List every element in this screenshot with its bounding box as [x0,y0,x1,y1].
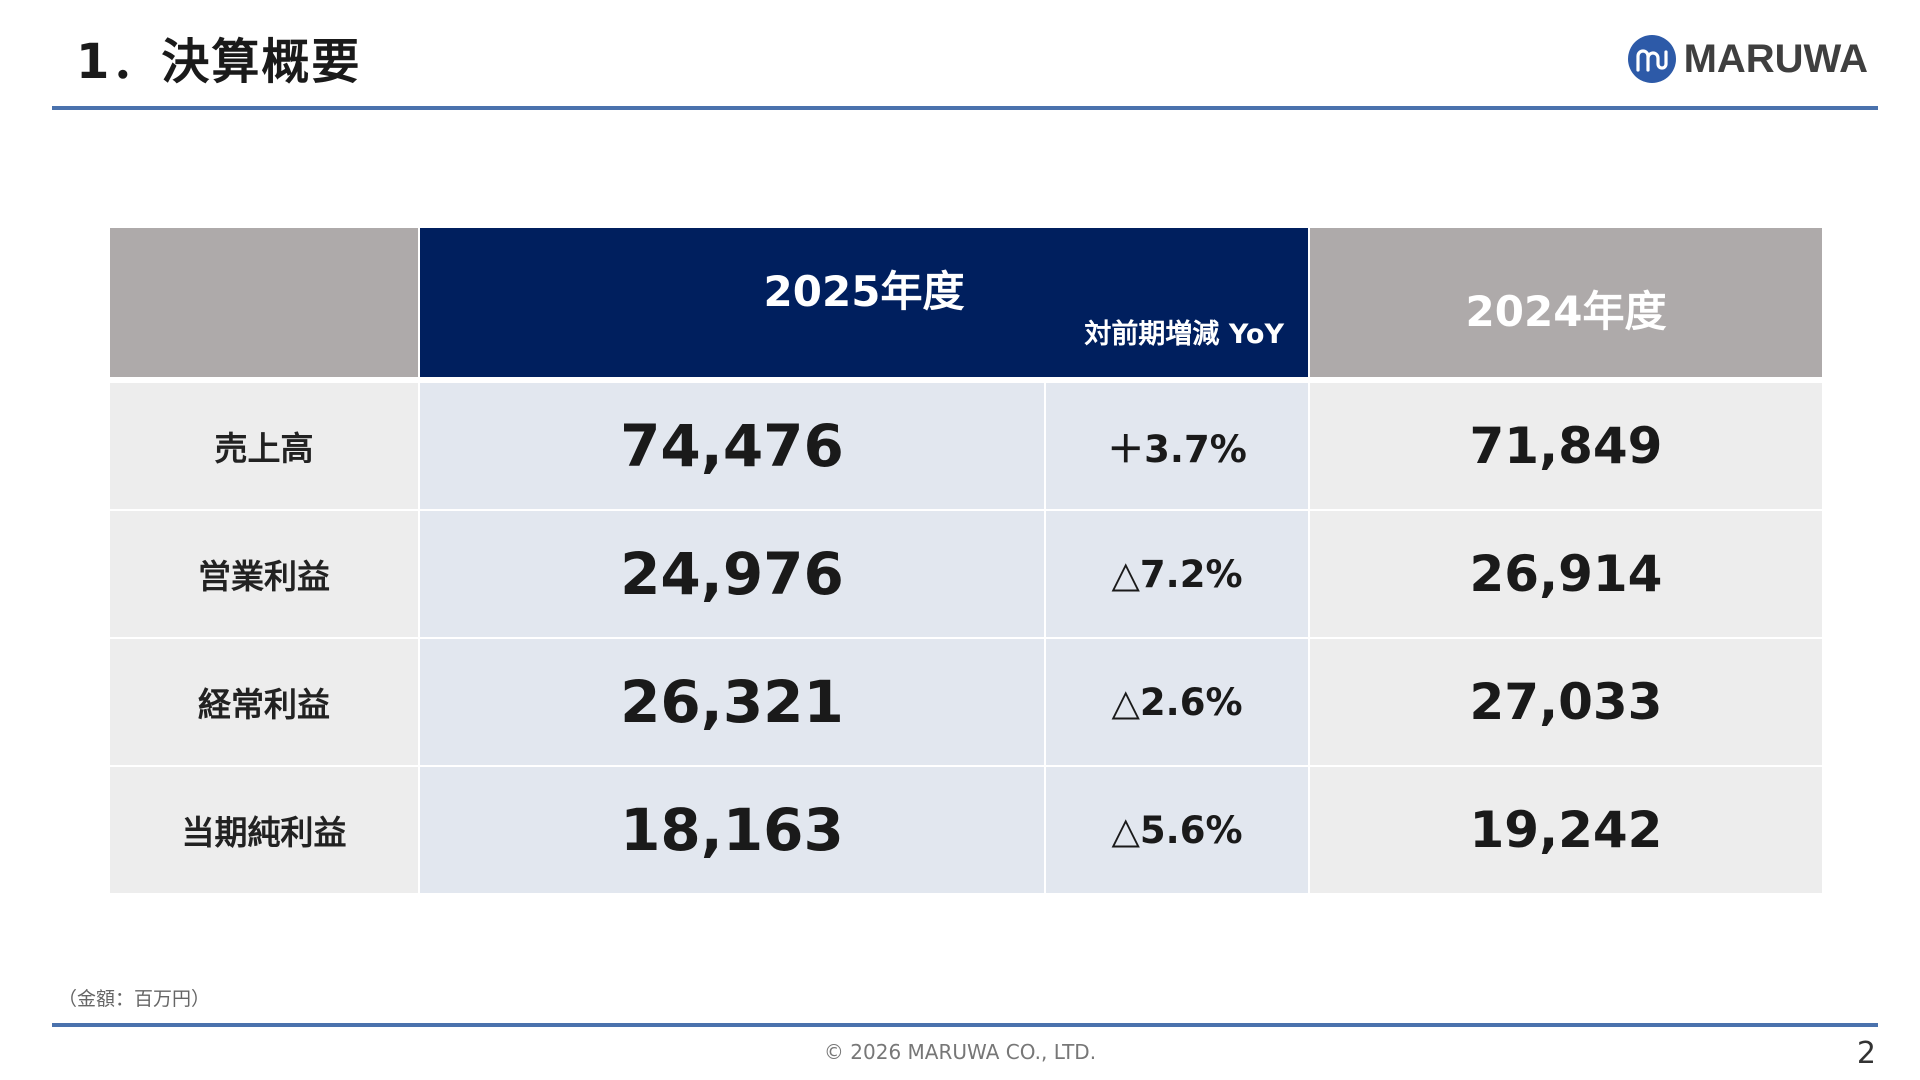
row-label: 当期純利益 [110,767,418,893]
company-logo: MARUWA [1627,34,1868,84]
unit-note: （金額：百万円） [58,988,211,1010]
current-year-label: 2025年度 [763,267,965,316]
row-label: 営業利益 [110,511,418,637]
table-row: 経常利益 26,321 △2.6% 27,033 [110,639,1822,765]
current-value: 18,163 [420,767,1044,893]
table-row: 売上高 74,476 ＋3.7% 71,849 [110,383,1822,509]
table-row: 当期純利益 18,163 △5.6% 19,242 [110,767,1822,893]
yoy-value: △5.6% [1046,767,1308,893]
header-blank-cell [110,228,418,377]
row-label: 売上高 [110,383,418,509]
copyright: © 2026 MARUWA CO., LTD. [823,1040,1097,1064]
header-previous-year: 2024年度 [1310,228,1822,377]
yoy-value: ＋3.7% [1046,383,1308,509]
maruwa-logo-icon [1627,35,1676,83]
yoy-value: △7.2% [1046,511,1308,637]
current-value: 24,976 [420,511,1044,637]
yoy-value: △2.6% [1046,639,1308,765]
current-value: 74,476 [420,383,1044,509]
row-label: 経常利益 [110,639,418,765]
previous-value: 71,849 [1310,383,1822,509]
table-row: 営業利益 24,976 △7.2% 26,914 [110,511,1822,637]
previous-value: 26,914 [1310,511,1822,637]
current-value: 26,321 [420,639,1044,765]
page-title: 1．決算概要 [76,34,362,90]
logo-text: MARUWA [1683,36,1868,81]
header-current-year: 2025年度 対前期増減 YoY [420,228,1308,377]
previous-value: 27,033 [1310,639,1822,765]
page-number: 2 [1856,1036,1876,1071]
previous-value: 19,242 [1310,767,1822,893]
footer-divider [52,1023,1878,1027]
yoy-label: 対前期増減 YoY [1084,319,1284,350]
header-divider [52,106,1878,110]
previous-year-label: 2024年度 [1465,287,1667,336]
